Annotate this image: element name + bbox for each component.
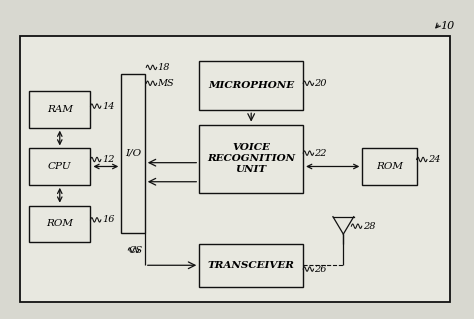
Bar	[29, 205, 91, 242]
Bar	[29, 91, 91, 128]
Bar	[29, 148, 91, 185]
Text: 24: 24	[428, 155, 440, 164]
Text: 14: 14	[102, 102, 114, 111]
Text: I/O: I/O	[125, 149, 141, 158]
Text: 28: 28	[363, 222, 375, 231]
Bar	[362, 148, 417, 185]
Text: CS: CS	[128, 246, 143, 255]
Text: 22: 22	[315, 149, 327, 158]
Text: MICROPHONE: MICROPHONE	[208, 81, 294, 90]
Bar	[19, 36, 450, 302]
Bar	[199, 124, 303, 193]
Bar	[199, 244, 303, 286]
Text: 26: 26	[315, 264, 327, 274]
Text: CPU: CPU	[48, 162, 72, 171]
Text: ROM: ROM	[46, 219, 73, 228]
Text: TRANSCEIVER: TRANSCEIVER	[208, 261, 295, 270]
Text: 16: 16	[102, 215, 114, 224]
Bar	[121, 74, 145, 233]
Text: 20: 20	[315, 79, 327, 88]
Text: 18: 18	[157, 63, 170, 72]
Text: RAM: RAM	[47, 105, 73, 114]
Text: 12: 12	[102, 155, 114, 164]
Text: 10: 10	[440, 21, 455, 31]
Bar	[199, 61, 303, 110]
Text: MS: MS	[157, 79, 174, 88]
Text: VOICE
RECOGNITION
UNIT: VOICE RECOGNITION UNIT	[207, 143, 295, 174]
Text: ROM: ROM	[376, 162, 403, 171]
